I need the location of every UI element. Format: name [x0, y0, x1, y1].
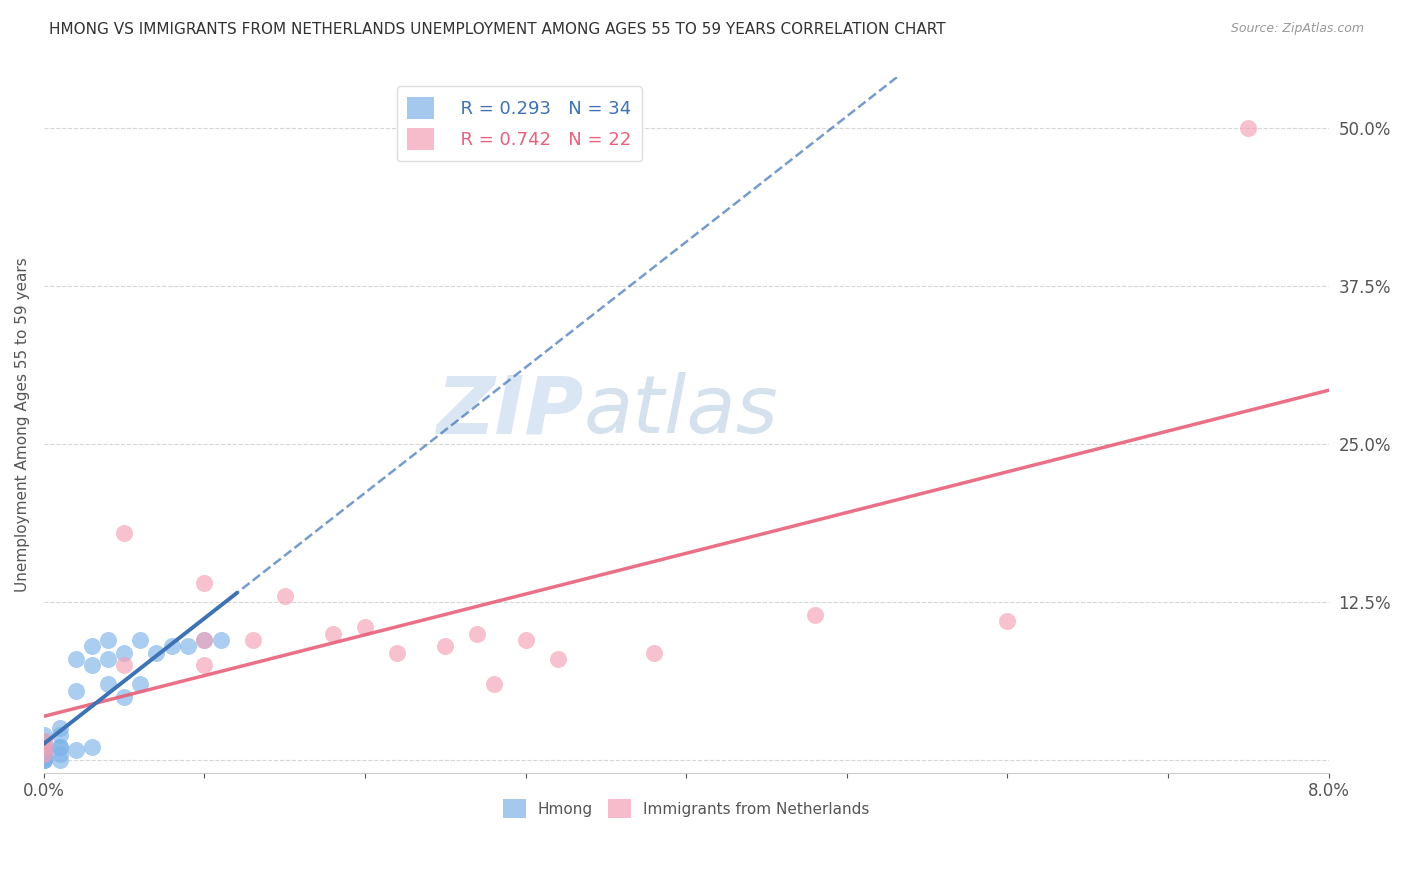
Point	[32, 753, 55, 767]
Text: ZIP: ZIP	[436, 372, 583, 450]
Point	[193, 632, 215, 647]
Point	[643, 646, 665, 660]
Point	[112, 646, 135, 660]
Point	[193, 576, 215, 591]
Point	[49, 740, 72, 755]
Point	[32, 753, 55, 767]
Point	[193, 658, 215, 673]
Point	[129, 632, 152, 647]
Point	[97, 677, 120, 691]
Point	[482, 677, 505, 691]
Point	[803, 607, 825, 622]
Point	[515, 632, 537, 647]
Point	[162, 640, 184, 654]
Point	[274, 589, 297, 603]
Point	[434, 640, 457, 654]
Point	[112, 525, 135, 540]
Point	[32, 747, 55, 761]
Point	[32, 753, 55, 767]
Point	[145, 646, 167, 660]
Legend: Hmong, Immigrants from Netherlands: Hmong, Immigrants from Netherlands	[496, 793, 876, 824]
Point	[32, 747, 55, 761]
Point	[547, 652, 569, 666]
Point	[97, 652, 120, 666]
Text: atlas: atlas	[583, 372, 779, 450]
Y-axis label: Unemployment Among Ages 55 to 59 years: Unemployment Among Ages 55 to 59 years	[15, 258, 30, 592]
Point	[209, 632, 232, 647]
Point	[49, 728, 72, 742]
Text: HMONG VS IMMIGRANTS FROM NETHERLANDS UNEMPLOYMENT AMONG AGES 55 TO 59 YEARS CORR: HMONG VS IMMIGRANTS FROM NETHERLANDS UNE…	[49, 22, 946, 37]
Point	[80, 740, 103, 755]
Point	[177, 640, 200, 654]
Point	[80, 658, 103, 673]
Point	[32, 750, 55, 764]
Point	[32, 734, 55, 748]
Point	[129, 677, 152, 691]
Point	[112, 658, 135, 673]
Point	[49, 740, 72, 755]
Point	[97, 632, 120, 647]
Point	[354, 620, 377, 634]
Point	[80, 640, 103, 654]
Point	[49, 722, 72, 736]
Point	[49, 747, 72, 761]
Point	[65, 743, 87, 757]
Point	[1237, 121, 1260, 136]
Point	[997, 614, 1019, 628]
Point	[32, 740, 55, 755]
Point	[32, 740, 55, 755]
Point	[32, 743, 55, 757]
Point	[32, 734, 55, 748]
Point	[65, 652, 87, 666]
Point	[32, 728, 55, 742]
Point	[32, 747, 55, 762]
Point	[322, 626, 344, 640]
Point	[112, 690, 135, 704]
Point	[49, 753, 72, 767]
Point	[242, 632, 264, 647]
Point	[387, 646, 409, 660]
Point	[467, 626, 489, 640]
Point	[193, 632, 215, 647]
Text: Source: ZipAtlas.com: Source: ZipAtlas.com	[1230, 22, 1364, 36]
Point	[65, 683, 87, 698]
